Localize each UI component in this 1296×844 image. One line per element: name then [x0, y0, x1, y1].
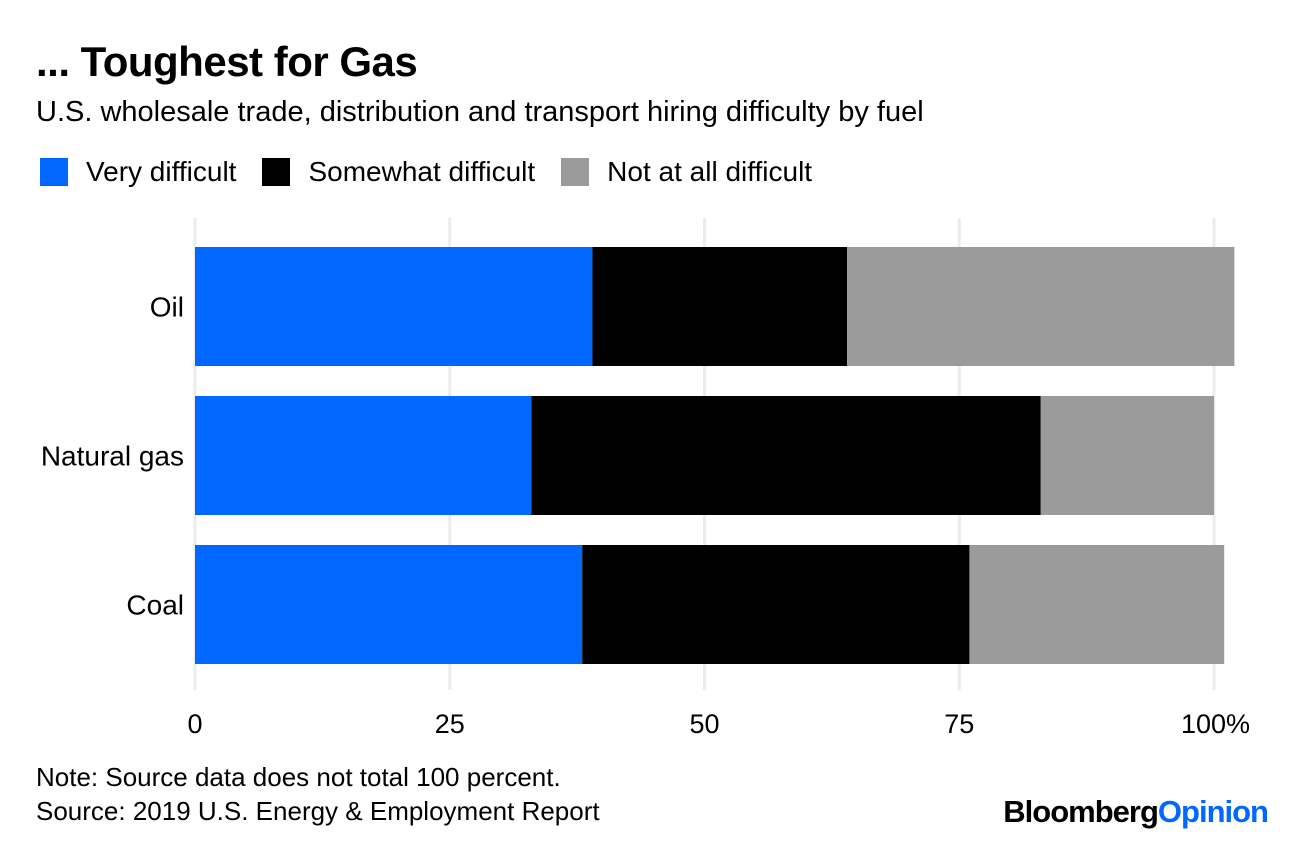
legend-swatch-somewhat-difficult: [262, 158, 291, 186]
chart-title: ... Toughest for Gas: [36, 38, 418, 85]
bar-oil-somewhat-difficult: [592, 247, 848, 366]
x-tick-label-100: 100%: [1181, 709, 1250, 739]
bar-oil-not-at-all-difficult: [847, 247, 1235, 366]
x-tick-label-0: 0: [187, 709, 202, 739]
legend-label-very-difficult: Very difficult: [86, 156, 237, 187]
legend-label-somewhat-difficult: Somewhat difficult: [308, 156, 536, 187]
x-tick-label-25: 25: [435, 709, 465, 739]
bar-coal-not-at-all-difficult: [969, 545, 1225, 664]
legend-item-not-at-all-difficult: Not at all difficult: [561, 156, 812, 188]
x-tick-label-50: 50: [689, 709, 719, 739]
category-label-coal: Coal: [126, 590, 184, 621]
chart-subtitle: U.S. wholesale trade, distribution and t…: [36, 96, 924, 128]
category-label-natural-gas: Natural gas: [41, 441, 184, 472]
bar-coal-somewhat-difficult: [582, 545, 970, 664]
bar-coal-very-difficult: [195, 545, 583, 664]
legend-swatch-very-difficult: [40, 158, 68, 186]
x-tick-label-75: 75: [944, 709, 974, 739]
bar-natural-gas-somewhat-difficult: [531, 396, 1041, 515]
brand-bloomberg: Bloomberg: [1003, 794, 1159, 829]
legend-item-somewhat-difficult: Somewhat difficult: [262, 156, 535, 188]
legend-swatch-not-at-all-difficult: [561, 158, 590, 186]
brand-logo: BloombergOpinion: [1003, 794, 1269, 830]
category-label-oil: Oil: [150, 292, 184, 323]
bar-natural-gas-not-at-all-difficult: [1040, 396, 1214, 515]
bar-natural-gas-very-difficult: [195, 396, 532, 515]
legend-item-very-difficult: Very difficult: [40, 156, 236, 188]
chart-source: Source: 2019 U.S. Energy & Employment Re…: [36, 796, 600, 826]
chart-note: Note: Source data does not total 100 per…: [36, 762, 561, 792]
brand-opinion: Opinion: [1157, 794, 1269, 829]
bar-oil-very-difficult: [195, 247, 593, 366]
legend: Very difficult Somewhat difficult Not at…: [40, 156, 838, 188]
legend-label-not-at-all-difficult: Not at all difficult: [607, 156, 813, 187]
